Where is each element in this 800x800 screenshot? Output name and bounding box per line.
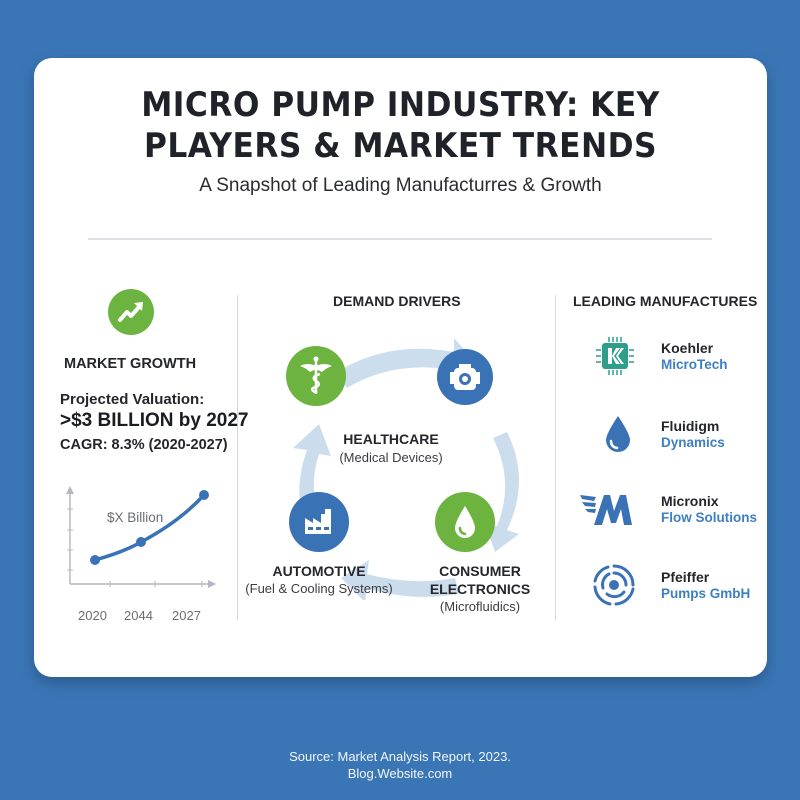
manufacturer-item: Fluidigm Dynamics [574,412,774,462]
manufacturer-item: Micronix Flow Solutions [574,487,774,537]
source-text: Source: Market Analysis Report, 2023. [289,749,511,764]
engine-icon [437,349,493,405]
subtitle: A Snapshot of Leading Manufacturres & Gr… [199,175,602,196]
projected-valuation-value: >$3 BILLION by 2027 [60,410,249,431]
website-text: Blog.Website.com [347,766,453,781]
manufacturer-sub: Pumps GmbH [661,586,751,601]
page-title: MICRO PUMP INDUSTRY: KEY PLAYERS & MARKE… [63,85,737,167]
swirl-icon [593,564,635,606]
automotive-sub: (Fuel & Cooling Systems) [245,581,393,596]
manufacturer-sub: Dynamics [661,435,725,450]
column-divider-right [555,295,556,620]
water-drop-icon [435,492,495,552]
x-tick-label: 2027 [172,608,201,623]
x-tick-label: 2044 [124,608,153,623]
manufacturer-name: Fluidigm [661,418,720,434]
infographic-card: MICRO PUMP INDUSTRY: KEY PLAYERS & MARKE… [34,58,767,677]
column-divider-left [237,295,238,620]
healthcare-sub: (Medical Devices) [339,450,443,465]
manufacturer-item: Koehler MicroTech [574,334,774,384]
winged-m-icon [580,495,632,525]
automotive-label: AUTOMOTIVE [272,563,366,579]
manufacturers-heading: LEADING MANUFACTURES [573,293,758,309]
manufacturer-item: Pfeiffer Pumps GmbH [574,563,774,613]
caduceus-icon [286,346,346,406]
chip-icon [596,337,634,375]
footer: Source: Market Analysis Report, 2023. Bl… [0,748,800,782]
title-line-2: PLAYERS & MARKET TRENDS [143,126,658,166]
healthcare-label: HEALTHCARE [343,431,439,447]
header-divider [88,238,712,240]
manufacturer-name: Koehler [661,340,714,356]
growth-line-chart [66,486,216,588]
market-growth-heading: MARKET GROWTH [64,356,197,372]
projected-valuation-label: Projected Valuation: [60,391,205,408]
trending-up-icon [108,289,154,335]
manufacturer-sub: MicroTech [661,357,728,372]
title-line-1: MICRO PUMP INDUSTRY: KEY [141,85,660,125]
manufacturer-sub: Flow Solutions [661,510,757,525]
demand-drivers-heading: DEMAND DRIVERS [333,293,461,309]
manufacturer-name: Micronix [661,493,719,509]
drop-icon [606,416,630,452]
x-tick-label: 2020 [78,608,107,623]
manufacturer-name: Pfeiffer [661,569,710,585]
consumer-electronics-label-1: CONSUMER [439,563,521,579]
consumer-electronics-label-2: ELECTRONICS [429,581,531,597]
factory-icon [289,492,349,552]
chart-annotation: $X Billion [107,510,164,525]
cagr-value: CAGR: 8.3% (2020-2027) [60,437,228,453]
consumer-electronics-sub: (Microfluidics) [439,599,521,614]
